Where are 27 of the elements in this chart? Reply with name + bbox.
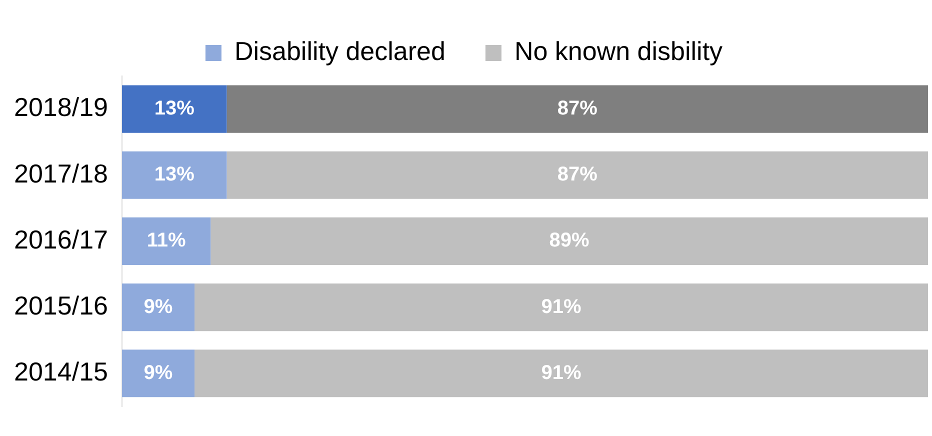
data-label: 91% [541, 362, 582, 384]
data-label: 91% [541, 296, 582, 318]
legend-label: Disability declared [234, 36, 446, 66]
data-label: 11% [146, 230, 186, 252]
bar [122, 151, 227, 199]
data-label: 9% [144, 296, 173, 318]
bar [122, 85, 227, 133]
bar [122, 350, 195, 398]
data-label: 87% [557, 164, 598, 186]
data-label: 13% [154, 98, 195, 120]
bar [210, 217, 928, 265]
y-tick-label: 2014/15 [14, 356, 108, 387]
data-label: 89% [549, 230, 590, 252]
bar [122, 283, 195, 332]
bar [194, 283, 928, 332]
bar [226, 151, 928, 199]
y-tick-label: 2018/19 [14, 92, 108, 122]
bar [122, 217, 211, 265]
bar [226, 85, 928, 133]
y-tick-label: 2016/17 [14, 224, 108, 254]
y-tick-label: 2017/18 [14, 158, 108, 188]
data-label: 9% [144, 362, 173, 384]
bar [194, 350, 928, 398]
data-label: 87% [557, 98, 598, 120]
data-label: 13% [154, 164, 195, 186]
legend-label: No known disbility [514, 36, 723, 66]
y-tick-label: 2015/16 [14, 290, 108, 320]
